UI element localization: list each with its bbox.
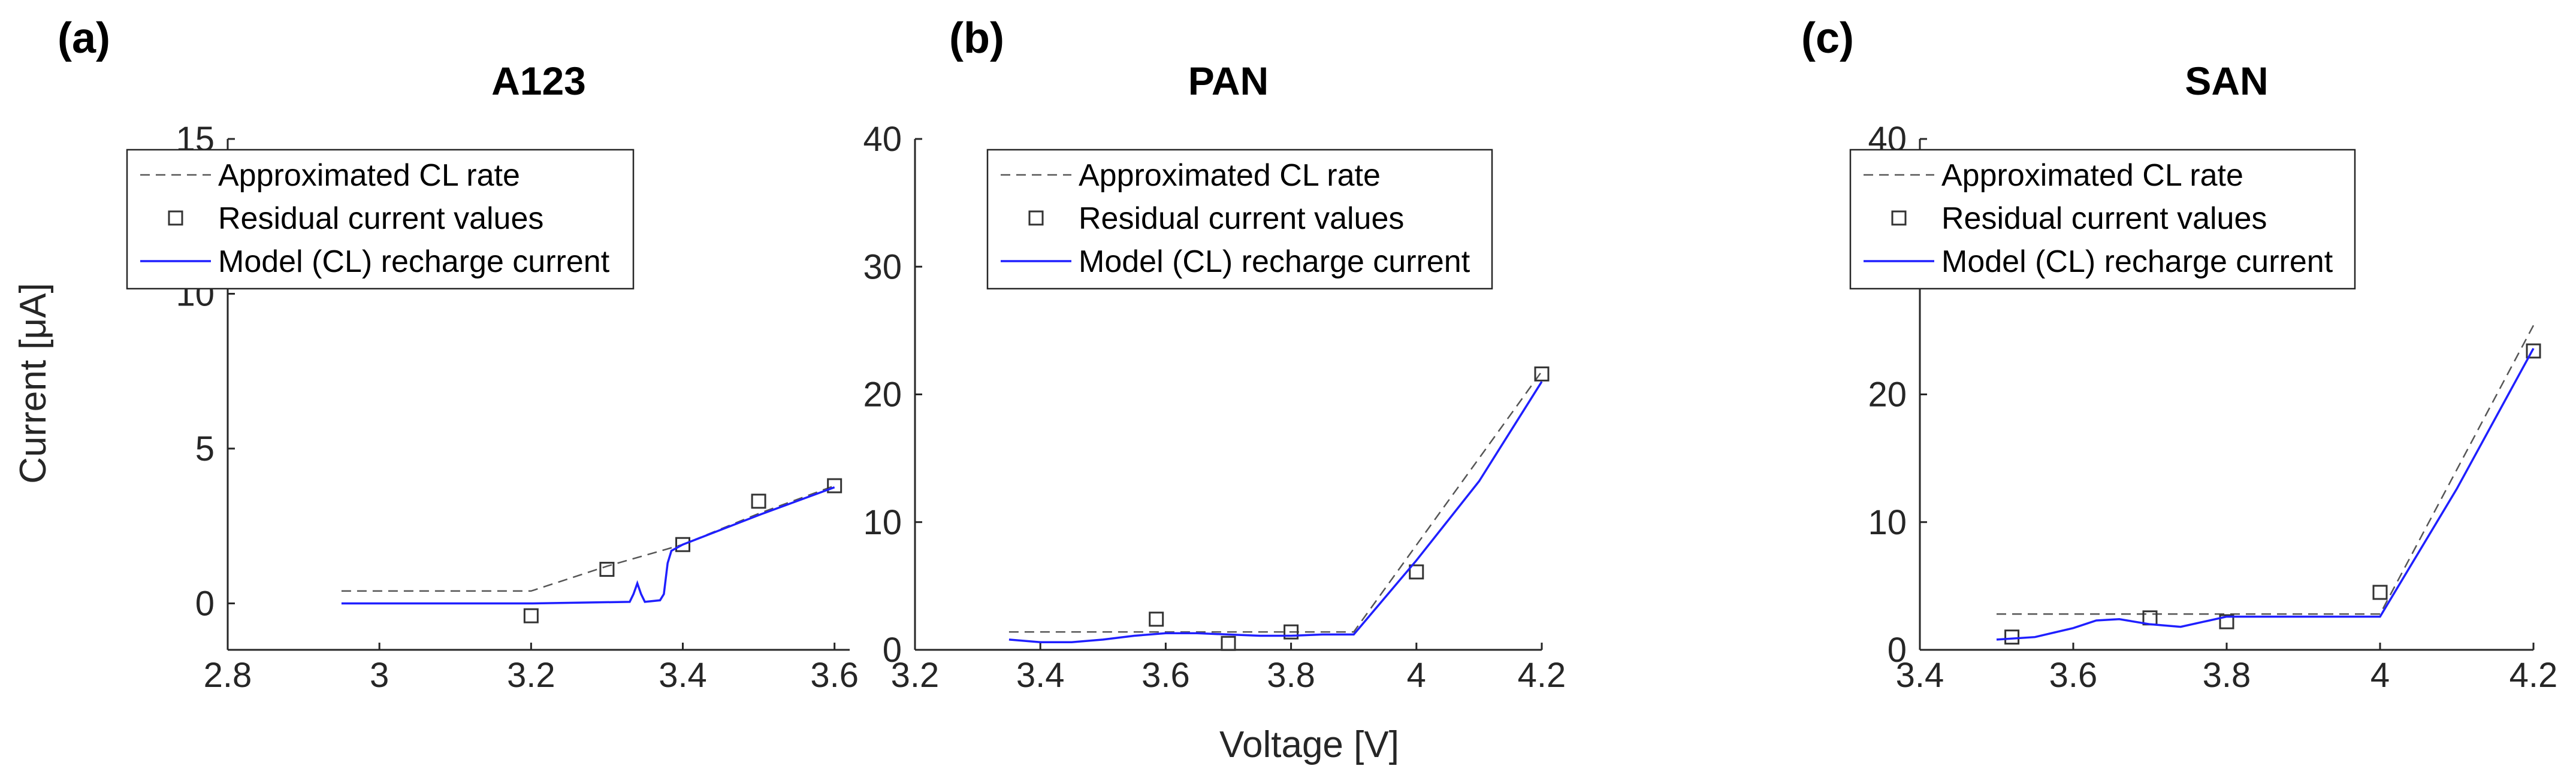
panel-label: (b) <box>949 14 1004 62</box>
y-tick-label: 0 <box>1888 631 1907 670</box>
residual-marker <box>523 608 539 623</box>
panel-label: (a) <box>58 14 110 62</box>
legend: Approximated CL rate Residual current val… <box>986 149 1493 290</box>
model-recharge-line <box>1008 381 1543 643</box>
x-tick-label: 3.4 <box>1016 656 1065 695</box>
x-tick-label: 3.4 <box>659 656 707 695</box>
y-tick-label: 40 <box>863 120 902 159</box>
y-tick-label: 20 <box>1868 376 1907 414</box>
x-tick-label: 3.8 <box>2203 656 2251 695</box>
x-tick-label: 2.8 <box>204 656 252 695</box>
x-axis-title: Voltage [V] <box>1219 724 1399 765</box>
x-tick-label: 3.6 <box>810 656 859 695</box>
legend-swatch-marker <box>168 210 183 226</box>
x-tick-label: 3.4 <box>1896 656 1944 695</box>
legend-entry-label: Model (CL) recharge current <box>218 244 610 279</box>
approx-cl-line <box>341 485 835 592</box>
residual-marker <box>675 537 691 552</box>
x-tick-label: 4.2 <box>2509 656 2558 695</box>
chart-title: SAN <box>2185 59 2268 103</box>
legend-swatch-marker <box>1028 210 1044 226</box>
x-tick-label: 4 <box>1407 656 1426 695</box>
model-recharge-line <box>341 486 835 605</box>
legend-box <box>126 149 635 290</box>
panel-label: (c) <box>1801 14 1854 62</box>
approx-cl-line <box>1008 371 1543 633</box>
legend: Approximated CL rate Residual current val… <box>1849 149 2356 290</box>
residual-marker <box>599 562 615 577</box>
chart-panel-2: (b) PAN 3.2 3.4 3.6 3.8 4 4.2 0 10 20 30 40 Approxima… <box>863 14 1566 695</box>
x-tick-label: 3.2 <box>507 656 555 695</box>
legend-box <box>986 149 1493 290</box>
legend-entry-label: Model (CL) recharge current <box>1941 244 2333 279</box>
residual-marker <box>2526 343 2541 359</box>
residual-marker <box>1221 635 1236 651</box>
residual-marker <box>1149 611 1164 627</box>
approx-cl-line <box>1997 325 2535 615</box>
legend-box <box>1849 149 2356 290</box>
model-recharge-line <box>1996 347 2535 641</box>
legend-entry-label: Residual current values <box>1079 201 1404 236</box>
residual-marker <box>1284 624 1299 640</box>
legend-swatch-marker <box>1891 210 1907 226</box>
legend-entry-label: Residual current values <box>218 201 543 236</box>
y-tick-label: 0 <box>195 584 215 623</box>
x-tick-label: 3.6 <box>2049 656 2098 695</box>
x-tick-label: 3.2 <box>891 656 940 695</box>
legend: Approximated CL rate Residual current val… <box>126 149 635 290</box>
chart-panel-3: (c)SAN3.43.63.844.2010203040Approximated… <box>1801 14 2557 695</box>
x-tick-label: 3.8 <box>1267 656 1315 695</box>
legend-entry-label: Approximated CL rate <box>1079 158 1381 193</box>
y-tick-label: 10 <box>863 503 902 542</box>
legend-entry-label: Approximated CL rate <box>218 158 520 193</box>
y-tick-label: 5 <box>195 429 215 468</box>
chart-title: A123 <box>491 59 586 103</box>
residual-marker <box>751 494 766 509</box>
residual-marker <box>1534 366 1550 382</box>
residual-marker <box>2004 629 2020 645</box>
x-tick-label: 3.6 <box>1141 656 1190 695</box>
residual-marker <box>2219 614 2234 629</box>
residual-marker <box>2372 585 2388 600</box>
legend-entry-label: Model (CL) recharge current <box>1079 244 1470 279</box>
y-tick-label: 30 <box>863 247 902 286</box>
legend-entry-label: Residual current values <box>1941 201 2267 236</box>
y-tick-label: 10 <box>1868 503 1907 542</box>
residual-marker <box>1409 564 1424 580</box>
x-tick-label: 3 <box>370 656 389 695</box>
legend-entry-label: Approximated CL rate <box>1941 158 2243 193</box>
x-tick-label: 4 <box>2370 656 2390 695</box>
chart-title: PAN <box>1188 59 1269 103</box>
x-tick-label: 4.2 <box>1518 656 1566 695</box>
y-tick-label: 20 <box>863 376 902 414</box>
residual-marker <box>827 478 842 494</box>
y-axis-title: Current [μA] <box>13 283 54 484</box>
y-tick-label: 0 <box>883 631 902 670</box>
